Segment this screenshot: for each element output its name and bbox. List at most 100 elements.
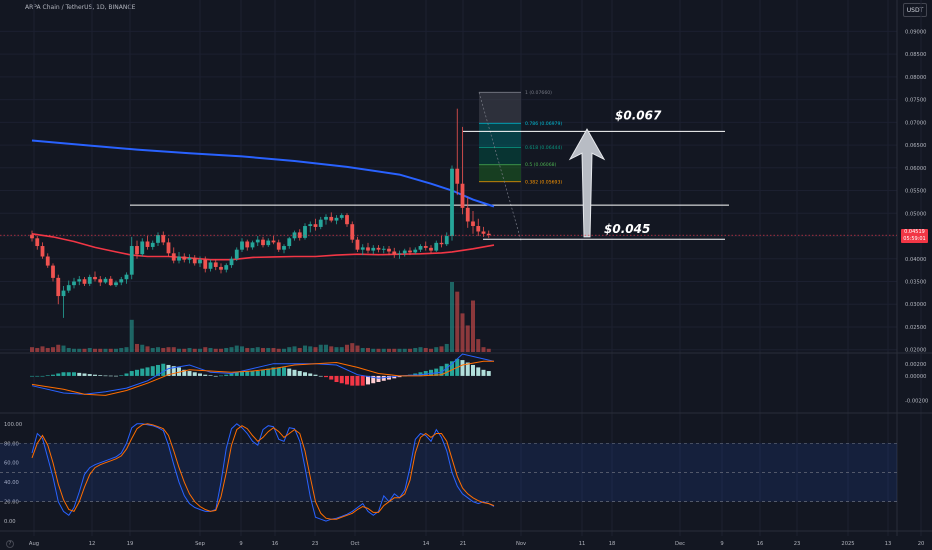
candle[interactable]	[171, 247, 176, 264]
candle[interactable]	[455, 108, 460, 196]
candle[interactable]	[40, 242, 45, 259]
candle[interactable]	[82, 276, 87, 287]
candle[interactable]	[392, 247, 397, 258]
currency-button[interactable]: USDT	[903, 3, 927, 17]
candle[interactable]	[87, 274, 92, 287]
candle[interactable]	[192, 255, 197, 266]
candle[interactable]	[245, 239, 250, 251]
candle[interactable]	[360, 244, 365, 256]
candle[interactable]	[240, 238, 244, 252]
candle[interactable]	[345, 213, 349, 227]
candle[interactable]	[334, 215, 339, 225]
candle[interactable]	[72, 277, 76, 289]
candle[interactable]	[381, 246, 386, 254]
candle[interactable]	[103, 276, 108, 284]
candle[interactable]	[203, 256, 208, 273]
candle[interactable]	[261, 236, 265, 248]
candle[interactable]	[77, 276, 82, 286]
time-tick-label: Dec	[675, 541, 685, 547]
candle[interactable]	[219, 263, 223, 274]
candle[interactable]	[408, 247, 412, 256]
time-tick-label: 9	[720, 541, 723, 547]
candle[interactable]	[355, 236, 360, 252]
candle[interactable]	[30, 230, 34, 242]
candle[interactable]	[250, 240, 255, 250]
candle[interactable]	[297, 229, 302, 241]
candle[interactable]	[287, 236, 292, 249]
candle[interactable]	[156, 232, 160, 247]
candle[interactable]	[324, 214, 328, 225]
candle[interactable]	[439, 236, 444, 248]
macd-signal-line	[31, 360, 494, 396]
candle[interactable]	[460, 126, 465, 215]
candle[interactable]	[465, 197, 470, 228]
candle-body	[287, 238, 292, 247]
candle[interactable]	[350, 221, 355, 243]
candle[interactable]	[402, 248, 407, 257]
candle[interactable]	[255, 236, 260, 247]
candle[interactable]	[318, 216, 323, 230]
candle[interactable]	[434, 240, 439, 252]
candle[interactable]	[423, 241, 428, 251]
candle[interactable]	[114, 280, 118, 287]
candle[interactable]	[387, 246, 391, 256]
candle[interactable]	[177, 251, 181, 264]
candle[interactable]	[150, 240, 155, 250]
candle[interactable]	[182, 253, 187, 263]
candle[interactable]	[35, 236, 40, 250]
symbol-title[interactable]: ARPA Chain / TetherUS, 1D, BINANCE	[25, 4, 136, 11]
candle[interactable]	[444, 232, 449, 247]
candle[interactable]	[108, 276, 113, 287]
candle[interactable]	[51, 263, 55, 282]
candle[interactable]	[313, 218, 318, 231]
candle[interactable]	[129, 236, 134, 280]
candle[interactable]	[229, 256, 234, 268]
candle[interactable]	[271, 236, 276, 245]
candle[interactable]	[418, 244, 423, 252]
candle[interactable]	[208, 259, 213, 272]
candle[interactable]	[224, 263, 229, 273]
candle[interactable]	[276, 239, 281, 252]
candle[interactable]	[376, 245, 381, 253]
volume-bar	[324, 344, 328, 352]
candle[interactable]	[145, 236, 150, 250]
candle[interactable]	[45, 253, 50, 268]
candle[interactable]	[329, 212, 334, 223]
candle[interactable]	[119, 276, 124, 286]
candle[interactable]	[198, 256, 202, 267]
candle[interactable]	[413, 247, 418, 255]
candle[interactable]	[303, 223, 307, 240]
target-price-label: $0.067	[615, 108, 662, 122]
candle[interactable]	[166, 238, 171, 257]
candle[interactable]	[61, 286, 66, 318]
candle[interactable]	[124, 272, 129, 284]
candle[interactable]	[213, 259, 218, 271]
candle[interactable]	[476, 218, 481, 237]
candle[interactable]	[308, 221, 313, 233]
candle[interactable]	[266, 238, 271, 247]
stoch-pane	[31, 423, 495, 522]
candle[interactable]	[98, 276, 103, 287]
candle[interactable]	[234, 247, 239, 262]
candle[interactable]	[56, 274, 61, 305]
candle[interactable]	[135, 240, 139, 259]
candle[interactable]	[187, 254, 192, 264]
candle[interactable]	[429, 245, 433, 254]
candle-body	[486, 233, 491, 236]
candle[interactable]	[486, 230, 491, 238]
candle[interactable]	[339, 213, 344, 220]
candle[interactable]	[66, 280, 71, 293]
candle[interactable]	[371, 245, 376, 255]
candle[interactable]	[450, 165, 454, 241]
candle[interactable]	[282, 244, 286, 254]
candle-body	[308, 224, 313, 227]
candle[interactable]	[366, 242, 370, 254]
candle[interactable]	[397, 250, 402, 259]
candle[interactable]	[93, 271, 97, 282]
candle[interactable]	[140, 238, 145, 257]
candle[interactable]	[292, 230, 297, 241]
candle[interactable]	[161, 231, 166, 246]
help-icon[interactable]: ?	[6, 540, 14, 548]
candle[interactable]	[471, 211, 475, 234]
